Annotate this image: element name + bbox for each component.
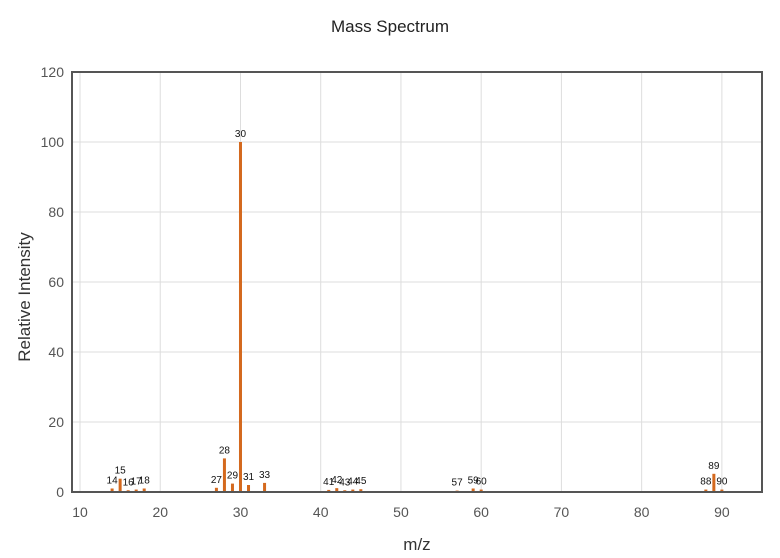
y-tick-label: 80 bbox=[48, 204, 64, 220]
bar-data-label: 16 bbox=[123, 477, 135, 488]
spectrum-bar bbox=[471, 488, 475, 492]
spectrum-bar bbox=[704, 489, 708, 492]
x-axis-label: m/z bbox=[403, 535, 430, 554]
spectrum-bar bbox=[351, 489, 355, 492]
spectrum-bar bbox=[134, 489, 138, 492]
spectrum-bar bbox=[359, 489, 363, 492]
x-tick-label: 10 bbox=[72, 504, 88, 520]
spectrum-bar bbox=[238, 142, 242, 492]
x-tick-label: 60 bbox=[473, 504, 489, 520]
y-axis-ticks: 0 20 40 60 80 100 120 bbox=[41, 64, 65, 500]
spectrum-bar bbox=[222, 458, 226, 492]
x-tick-label: 80 bbox=[634, 504, 650, 520]
x-tick-label: 20 bbox=[152, 504, 168, 520]
bar-data-label: 90 bbox=[716, 477, 728, 488]
x-tick-label: 70 bbox=[554, 504, 570, 520]
spectrum-bar bbox=[479, 489, 483, 492]
x-tick-label: 90 bbox=[714, 504, 730, 520]
bar-data-label: 17 bbox=[131, 477, 143, 488]
spectrum-bar bbox=[142, 488, 146, 492]
y-tick-label: 100 bbox=[41, 134, 65, 150]
bar-data-label: 28 bbox=[219, 445, 231, 456]
bar-data-label: 45 bbox=[355, 476, 367, 487]
spectrum-bar bbox=[263, 482, 267, 492]
spectrum-bar bbox=[230, 483, 234, 492]
bar-data-label: 42 bbox=[331, 475, 343, 486]
bar-data-label: 27 bbox=[211, 475, 223, 486]
bar-series bbox=[110, 142, 724, 492]
spectrum-bar bbox=[335, 488, 339, 492]
spectrum-bar bbox=[720, 489, 724, 492]
y-tick-label: 20 bbox=[48, 414, 64, 430]
x-axis-ticks: 10 20 30 40 50 60 70 80 90 bbox=[72, 504, 730, 520]
y-tick-label: 60 bbox=[48, 274, 64, 290]
grid-lines bbox=[72, 72, 762, 492]
y-axis-label: Relative Intensity bbox=[15, 232, 34, 362]
bar-data-label: 41 bbox=[323, 477, 335, 488]
bar-data-label: 43 bbox=[339, 477, 351, 488]
spectrum-bar bbox=[247, 485, 251, 492]
x-tick-label: 40 bbox=[313, 504, 329, 520]
bar-data-label: 60 bbox=[476, 477, 488, 488]
bar-data-label: 30 bbox=[235, 129, 247, 140]
bar-data-label: 14 bbox=[107, 476, 119, 487]
spectrum-bar bbox=[214, 487, 218, 492]
bar-data-label: 33 bbox=[259, 470, 271, 481]
bar-data-label: 88 bbox=[700, 477, 712, 488]
spectrum-bar bbox=[110, 488, 114, 492]
bar-data-label: 18 bbox=[139, 476, 151, 487]
bar-data-label: 29 bbox=[227, 471, 239, 482]
spectrum-bar bbox=[327, 489, 331, 492]
spectrum-bar bbox=[118, 478, 122, 492]
y-tick-label: 120 bbox=[41, 64, 65, 80]
bar-data-label: 31 bbox=[243, 472, 255, 483]
plot-frame bbox=[71, 71, 763, 493]
bar-data-label: 44 bbox=[347, 477, 359, 488]
spectrum-bar bbox=[712, 473, 716, 492]
bar-data-label: 15 bbox=[115, 466, 127, 477]
y-tick-label: 40 bbox=[48, 344, 64, 360]
y-tick-label: 0 bbox=[56, 484, 64, 500]
bar-data-label: 59 bbox=[468, 476, 480, 487]
bar-data-label: 57 bbox=[452, 478, 464, 489]
chart-title: Mass Spectrum bbox=[331, 17, 449, 36]
x-tick-label: 50 bbox=[393, 504, 409, 520]
x-tick-label: 30 bbox=[233, 504, 249, 520]
bar-data-label: 89 bbox=[708, 461, 720, 472]
